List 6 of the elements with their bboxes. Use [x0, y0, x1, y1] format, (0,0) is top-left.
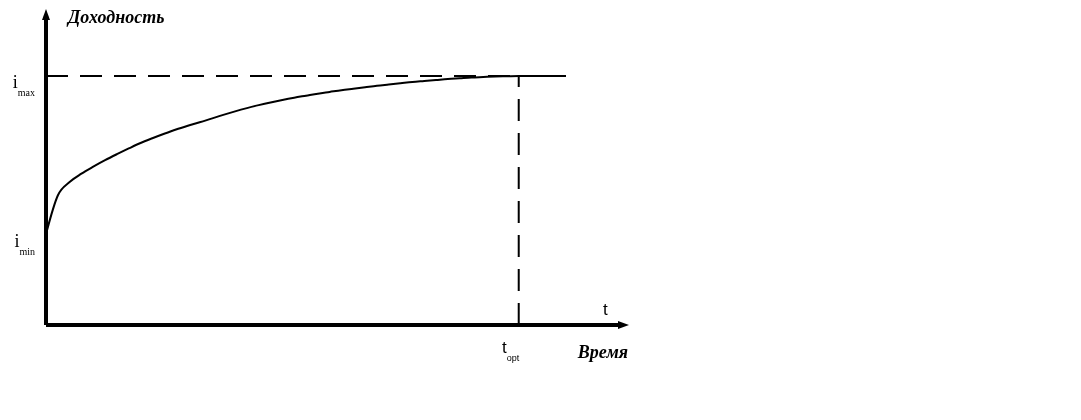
- text: t: [603, 300, 608, 319]
- ref-line-label: i$_{max}$: [12, 72, 35, 99]
- text: t$_{opt}$: [502, 338, 520, 363]
- x-axis-title: Время: [576, 342, 628, 362]
- y-axis-title: Доходность: [66, 7, 165, 27]
- text: i$_{min}$: [14, 231, 35, 258]
